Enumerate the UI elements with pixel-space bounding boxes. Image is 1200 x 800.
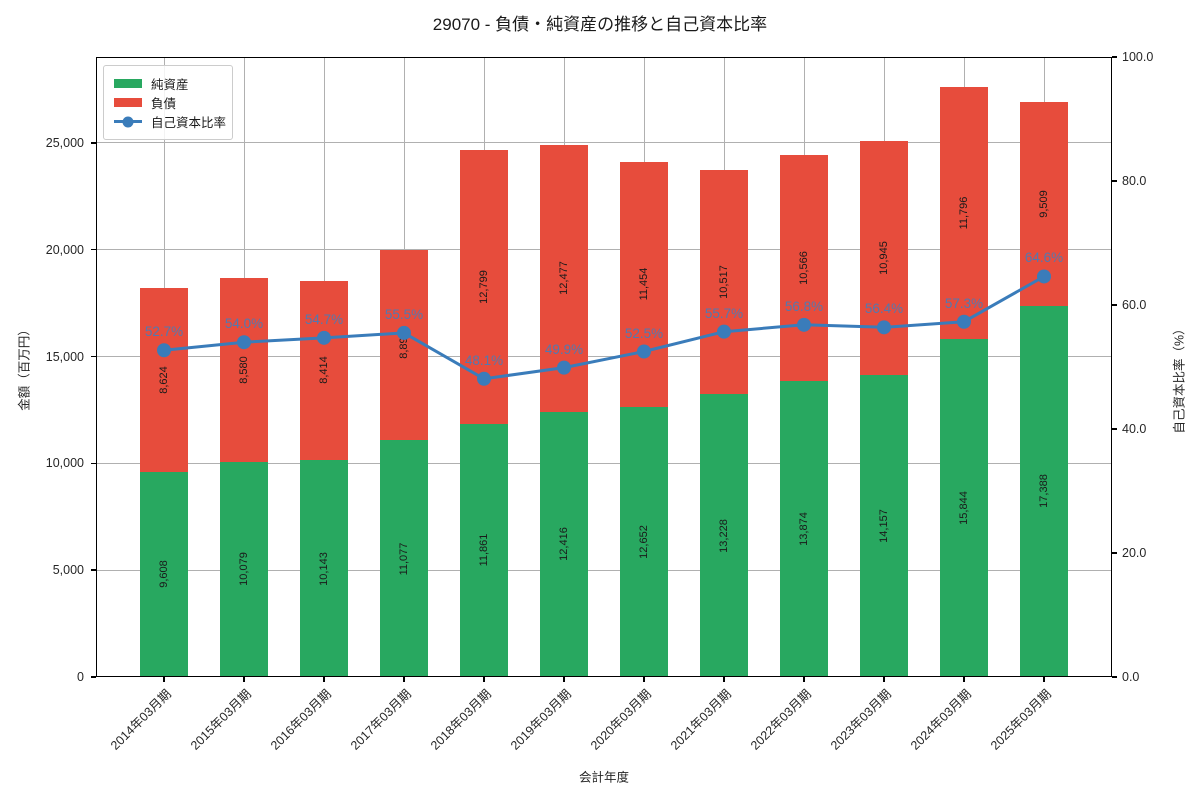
y-left-tick-label: 25,000 (45, 135, 84, 150)
y-right-axis-title-text: 自己資本比率（%） (1172, 322, 1187, 434)
x-tick-mark (963, 677, 965, 682)
y-right-tick-label: 60.0 (1122, 298, 1147, 312)
legend-label-ratio: 自己資本比率 (151, 116, 227, 130)
y-right-tick-label: 80.0 (1122, 174, 1147, 188)
x-tick-label-text: 2018年03月期 (427, 686, 494, 753)
y-right-tick-mark (1112, 304, 1117, 306)
y-right-tick-mark (1112, 676, 1117, 678)
legend-item-net-assets: 純資産 (114, 75, 222, 92)
y-left-axis-title-text: 金額（百万円） (17, 323, 32, 411)
y-right-tick-label: 40.0 (1122, 422, 1147, 436)
legend-label-liabilities: 負債 (151, 97, 177, 111)
y-right-tick-mark (1112, 428, 1117, 430)
y-left-tick-label: 20,000 (45, 242, 84, 257)
x-tick-mark (723, 677, 725, 682)
x-tick-mark (803, 677, 805, 682)
x-tick-mark (403, 677, 405, 682)
y-right-tick-label: 100.0 (1122, 50, 1154, 64)
x-tick-label-text: 2019年03月期 (507, 686, 574, 753)
liabilities-swatch-icon (114, 98, 142, 107)
x-axis-title-text: 会計年度 (578, 770, 630, 785)
x-tick-mark (483, 677, 485, 682)
legend: 純資産 負債 自己資本比率 (103, 65, 233, 140)
net-assets-swatch-icon (114, 79, 142, 88)
plot-area-border (96, 57, 1112, 677)
x-tick-label-text: 2022年03月期 (747, 686, 814, 753)
y-right-tick-label: 20.0 (1122, 546, 1147, 560)
x-tick-label-text: 2021年03月期 (667, 686, 734, 753)
x-tick-mark (563, 677, 565, 682)
y-right-tick-label: 0.0 (1122, 670, 1140, 684)
x-tick-label-text: 2015年03月期 (187, 686, 254, 753)
x-tick-label-text: 2017年03月期 (347, 686, 414, 753)
x-tick-label-text: 2023年03月期 (827, 686, 894, 753)
x-tick-mark (1043, 677, 1045, 682)
x-tick-label-text: 2014年03月期 (107, 686, 174, 753)
y-right-tick-mark (1112, 552, 1117, 554)
y-left-tick-label: 0 (77, 670, 84, 684)
x-tick-mark (243, 677, 245, 682)
x-tick-mark (323, 677, 325, 682)
legend-item-ratio: 自己資本比率 (114, 113, 226, 130)
x-tick-label-text: 2016年03月期 (267, 686, 334, 753)
x-tick-label-text: 2020年03月期 (587, 686, 654, 753)
legend-label-net-assets: 純資産 (151, 78, 189, 92)
y-left-tick-label: 10,000 (45, 456, 84, 471)
ratio-marker-icon (122, 116, 134, 127)
y-right-tick-mark (1112, 180, 1117, 182)
chart-title: 29070 - 負債・純資産の推移と自己資本比率 (432, 15, 768, 34)
y-left-tick-label: 5,000 (52, 563, 84, 578)
x-tick-mark (643, 677, 645, 682)
x-tick-mark (883, 677, 885, 682)
legend-item-liabilities: 負債 (114, 94, 222, 111)
x-tick-label-text: 2025年03月期 (987, 686, 1054, 753)
y-right-tick-mark (1112, 56, 1117, 58)
ratio-line-swatch-icon (114, 116, 142, 127)
x-tick-label-text: 2024年03月期 (907, 686, 974, 753)
x-tick-mark (163, 677, 165, 682)
